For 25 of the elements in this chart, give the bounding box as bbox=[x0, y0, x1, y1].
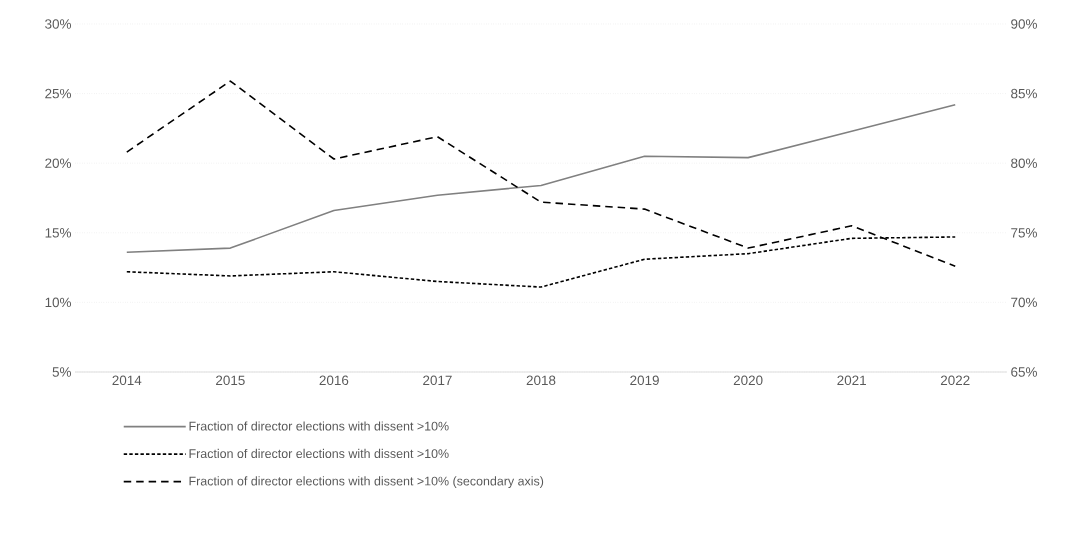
y-tick-label: 20% bbox=[45, 158, 72, 168]
y2-tick-label: 80% bbox=[1011, 158, 1037, 168]
x-tick-label: 2019 bbox=[630, 375, 659, 386]
y2-tick-label: 70% bbox=[1011, 297, 1037, 308]
x-tick-label: 2021 bbox=[837, 375, 866, 386]
y2-tick-label: 75% bbox=[1011, 228, 1037, 238]
line-series bbox=[125, 103, 957, 254]
y-tick-label: 10% bbox=[45, 297, 72, 308]
x-tick-label: 2015 bbox=[216, 375, 245, 386]
x-tick-label: 2022 bbox=[940, 375, 970, 386]
y-tick-label: 15% bbox=[45, 228, 72, 238]
y-tick-label: 5% bbox=[52, 367, 72, 377]
y2-tick-label: 65% bbox=[1011, 367, 1037, 377]
legend-label: Fraction of director elections with dissent >10% bbox=[189, 421, 449, 431]
x-tick-label: 2017 bbox=[423, 375, 452, 386]
x-tick-label: 2014 bbox=[112, 375, 142, 386]
x-tick-label: 2016 bbox=[319, 375, 349, 386]
y-tick-label: 25% bbox=[45, 88, 72, 99]
y2-tick-label: 90% bbox=[1011, 19, 1037, 29]
legend-label: Fraction of director elections with dissent >10% (secondary axis) bbox=[189, 476, 544, 488]
legend-label: Fraction of director elections with dissent >10% bbox=[189, 448, 449, 459]
y-tick-label: 30% bbox=[45, 19, 72, 29]
x-tick-label: 2018 bbox=[526, 375, 556, 386]
x-tick-label: 2020 bbox=[733, 375, 763, 386]
y2-tick-label: 85% bbox=[1011, 88, 1037, 99]
